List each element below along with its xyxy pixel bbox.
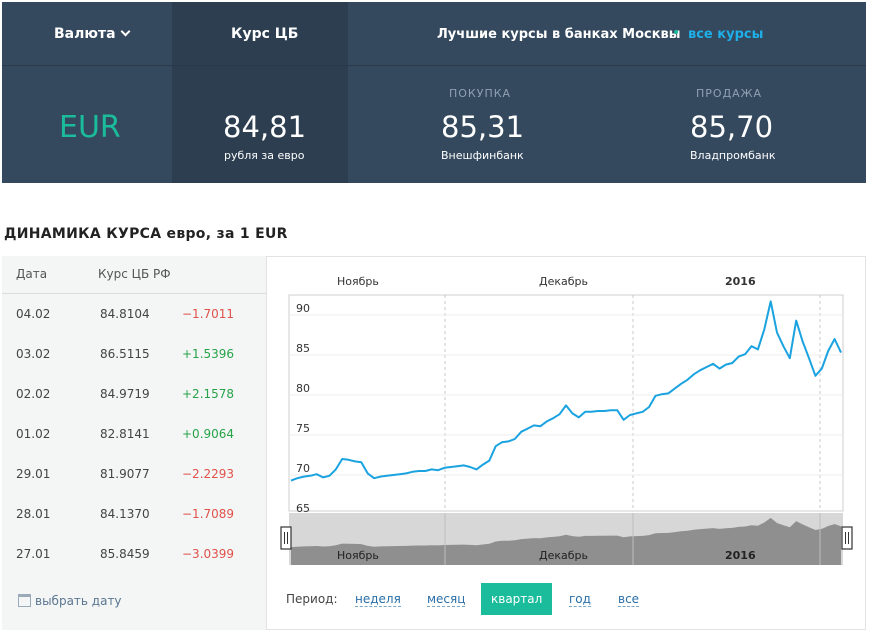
table-row: 02.02 84.9719 +2.1578 (2, 375, 266, 415)
row-date: 04.02 (16, 307, 51, 321)
currency-panel: Валюта Курс ЦБ Лучшие курсы в банках Мос… (2, 2, 866, 183)
period-month-button[interactable]: месяц (427, 592, 466, 607)
separator-dot: • (672, 25, 681, 41)
y-tick-label: 70 (296, 462, 310, 475)
table-header: Дата Курс ЦБ РФ (2, 256, 266, 294)
sell-rate-value: 85,70 (690, 110, 774, 144)
period-year-button[interactable]: год (569, 592, 591, 607)
currency-dropdown[interactable]: Валюта (54, 26, 130, 42)
column-header-date: Дата (16, 267, 48, 281)
row-date: 28.01 (16, 507, 51, 521)
section-title: ДИНАМИКА КУРСА евро, за 1 EUR (4, 226, 288, 242)
month-label: 2016 (725, 275, 756, 288)
row-date: 27.01 (16, 547, 51, 561)
cb-rate-label: Курс ЦБ (231, 26, 299, 42)
period-quarter-button[interactable]: квартал (481, 583, 553, 615)
month-label: Декабрь (539, 275, 588, 288)
cb-rate-unit: рубля за евро (224, 149, 305, 162)
rate-chart[interactable]: Ноябрь Декабрь 2016 65 70 75 80 85 90 Ноябрь Декаб… (267, 257, 867, 631)
sell-title: ПРОДАЖА (696, 87, 763, 100)
row-rate: 82.8141 (100, 427, 150, 441)
sell-bank-name: Владпромбанк (690, 149, 776, 162)
row-date: 03.02 (16, 347, 51, 361)
month-label: Ноябрь (337, 275, 379, 288)
row-change: −2.2293 (182, 467, 235, 481)
buy-rate-value: 85,31 (441, 110, 525, 144)
handle-box (280, 526, 292, 550)
row-rate: 84.1370 (100, 507, 150, 521)
row-date: 02.02 (16, 387, 51, 401)
period-all-button[interactable]: все (618, 592, 640, 607)
table-row: 03.02 86.5115 +1.5396 (2, 335, 266, 375)
row-rate: 86.5115 (100, 347, 150, 361)
handle-box (841, 526, 853, 550)
y-tick-label: 80 (296, 382, 310, 395)
y-tick-label: 85 (296, 342, 310, 355)
navigator-right-handle[interactable] (841, 526, 853, 550)
table-row: 04.02 84.8104 −1.7011 (2, 295, 266, 335)
rates-table: Дата Курс ЦБ РФ 04.02 84.8104 −1.7011 03.02… (2, 256, 266, 630)
chart-container: Ноябрь Декабрь 2016 65 70 75 80 85 90 Ноябрь Декаб… (266, 256, 866, 630)
row-change: −3.0399 (182, 547, 235, 561)
buy-title: ПОКУПКА (449, 87, 512, 100)
navigator-label: 2016 (725, 549, 756, 562)
row-rate: 84.9719 (100, 387, 150, 401)
row-rate: 84.8104 (100, 307, 150, 321)
row-date: 01.02 (16, 427, 51, 441)
pick-date-link[interactable]: выбрать дату (18, 592, 122, 608)
row-change: +2.1578 (182, 387, 235, 401)
row-change: −1.7089 (182, 507, 235, 521)
table-row: 29.01 81.9077 −2.2293 (2, 455, 266, 495)
plot-area (288, 294, 844, 512)
navigator-label: Ноябрь (337, 549, 379, 562)
y-tick-label: 90 (296, 302, 310, 315)
cb-rate-value: 84,81 (223, 110, 307, 144)
row-change: +0.9064 (182, 427, 235, 441)
navigator-area (291, 517, 841, 565)
calendar-icon (18, 594, 31, 607)
navigator-left-handle[interactable] (280, 526, 292, 550)
table-row: 27.01 85.8459 −3.0399 (2, 535, 266, 575)
panel-divider (2, 65, 866, 66)
y-tick-label: 65 (296, 502, 310, 515)
currency-dropdown-label: Валюта (54, 26, 116, 42)
pick-date-label: выбрать дату (35, 594, 122, 608)
row-rate: 85.8459 (100, 547, 150, 561)
column-header-rate: Курс ЦБ РФ (98, 267, 171, 281)
all-rates-link[interactable]: все курсы (688, 27, 764, 42)
cb-column-bg (172, 2, 348, 183)
best-rates-label: Лучшие курсы в банках Москвы (437, 27, 681, 42)
period-week-button[interactable]: неделя (355, 592, 401, 607)
navigator-label: Декабрь (539, 549, 588, 562)
row-date: 29.01 (16, 467, 51, 481)
table-row: 28.01 84.1370 −1.7089 (2, 495, 266, 535)
row-change: −1.7011 (182, 307, 235, 321)
chevron-down-icon (120, 26, 130, 37)
table-row: 01.02 82.8141 +0.9064 (2, 415, 266, 455)
y-tick-label: 75 (296, 422, 310, 435)
period-label: Период: (286, 592, 338, 606)
buy-bank-name: Внешфинбанк (441, 149, 524, 162)
row-rate: 81.9077 (100, 467, 150, 481)
currency-code: EUR (59, 110, 121, 145)
row-change: +1.5396 (182, 347, 235, 361)
